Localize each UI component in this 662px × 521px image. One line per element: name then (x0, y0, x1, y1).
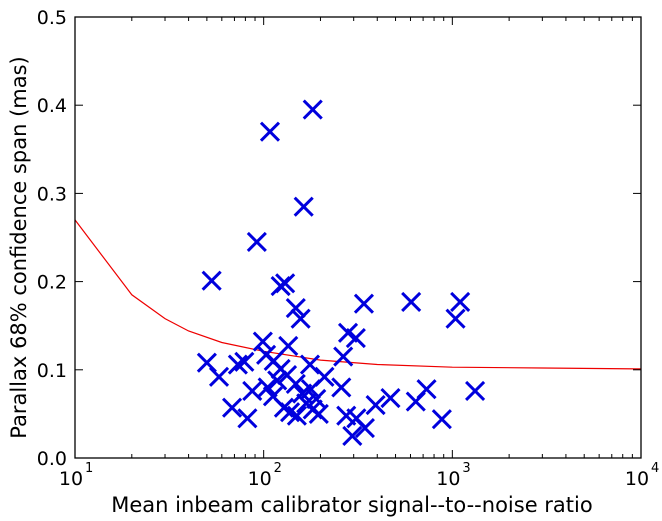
data-point (416, 379, 437, 400)
y-tick-label: 0.3 (37, 183, 67, 205)
x-tick-label-exponent: 3 (462, 461, 470, 476)
data-point (302, 99, 323, 120)
y-tick-label: 0.1 (37, 360, 67, 382)
plot-frame (74, 16, 642, 459)
data-point (300, 379, 321, 400)
data-point (293, 196, 314, 217)
data-point (208, 366, 230, 387)
x-axis-label: Mean inbeam calibrator signal--to--noise… (111, 493, 592, 517)
data-point (262, 386, 284, 407)
data-point (380, 387, 401, 409)
data-point (285, 297, 306, 319)
data-point (286, 405, 307, 426)
data-point (353, 293, 374, 314)
data-point (445, 308, 466, 329)
y-tick-label: 0.0 (37, 448, 67, 470)
x-tick-label: 10 (436, 468, 460, 490)
data-point (401, 291, 422, 312)
data-point (275, 273, 296, 294)
y-tick-label: 0.2 (37, 272, 67, 294)
y-tick-label: 0.4 (37, 95, 67, 117)
data-point (252, 331, 273, 352)
data-point (333, 346, 354, 367)
plot-area (74, 99, 642, 447)
x-tick-label-exponent: 1 (85, 461, 93, 476)
data-point (342, 425, 363, 447)
data-point (465, 380, 486, 402)
data-point (237, 408, 258, 429)
data-point (431, 409, 452, 430)
data-point (365, 395, 386, 416)
x-tick-label-exponent: 4 (651, 461, 659, 476)
data-point (246, 231, 267, 252)
x-tick-label: 10 (625, 468, 649, 490)
data-point (346, 408, 367, 429)
data-point (279, 402, 301, 423)
data-point (285, 373, 306, 394)
trend-line (74, 219, 642, 370)
x-tick-label: 10 (248, 468, 272, 490)
data-point (242, 380, 263, 402)
axis-ticks: 10 1 10 2 10 3 10 40.00.10.20.30.40.5 (37, 7, 660, 490)
data-point (259, 121, 281, 142)
data-point (290, 308, 311, 329)
y-tick-label: 0.5 (37, 7, 67, 29)
data-point (234, 351, 255, 372)
data-point (201, 270, 222, 291)
data-point (345, 327, 366, 349)
data-point (267, 370, 288, 391)
x-tick-label-exponent: 2 (274, 461, 282, 476)
y-axis-label: Parallax 68% confidence span (mas) (7, 56, 31, 439)
data-point (227, 354, 248, 375)
data-point (331, 377, 352, 398)
data-point (308, 403, 329, 424)
data-point (222, 397, 243, 418)
data-point (450, 291, 471, 312)
x-tick-label: 10 (59, 468, 83, 490)
data-point (299, 354, 321, 375)
